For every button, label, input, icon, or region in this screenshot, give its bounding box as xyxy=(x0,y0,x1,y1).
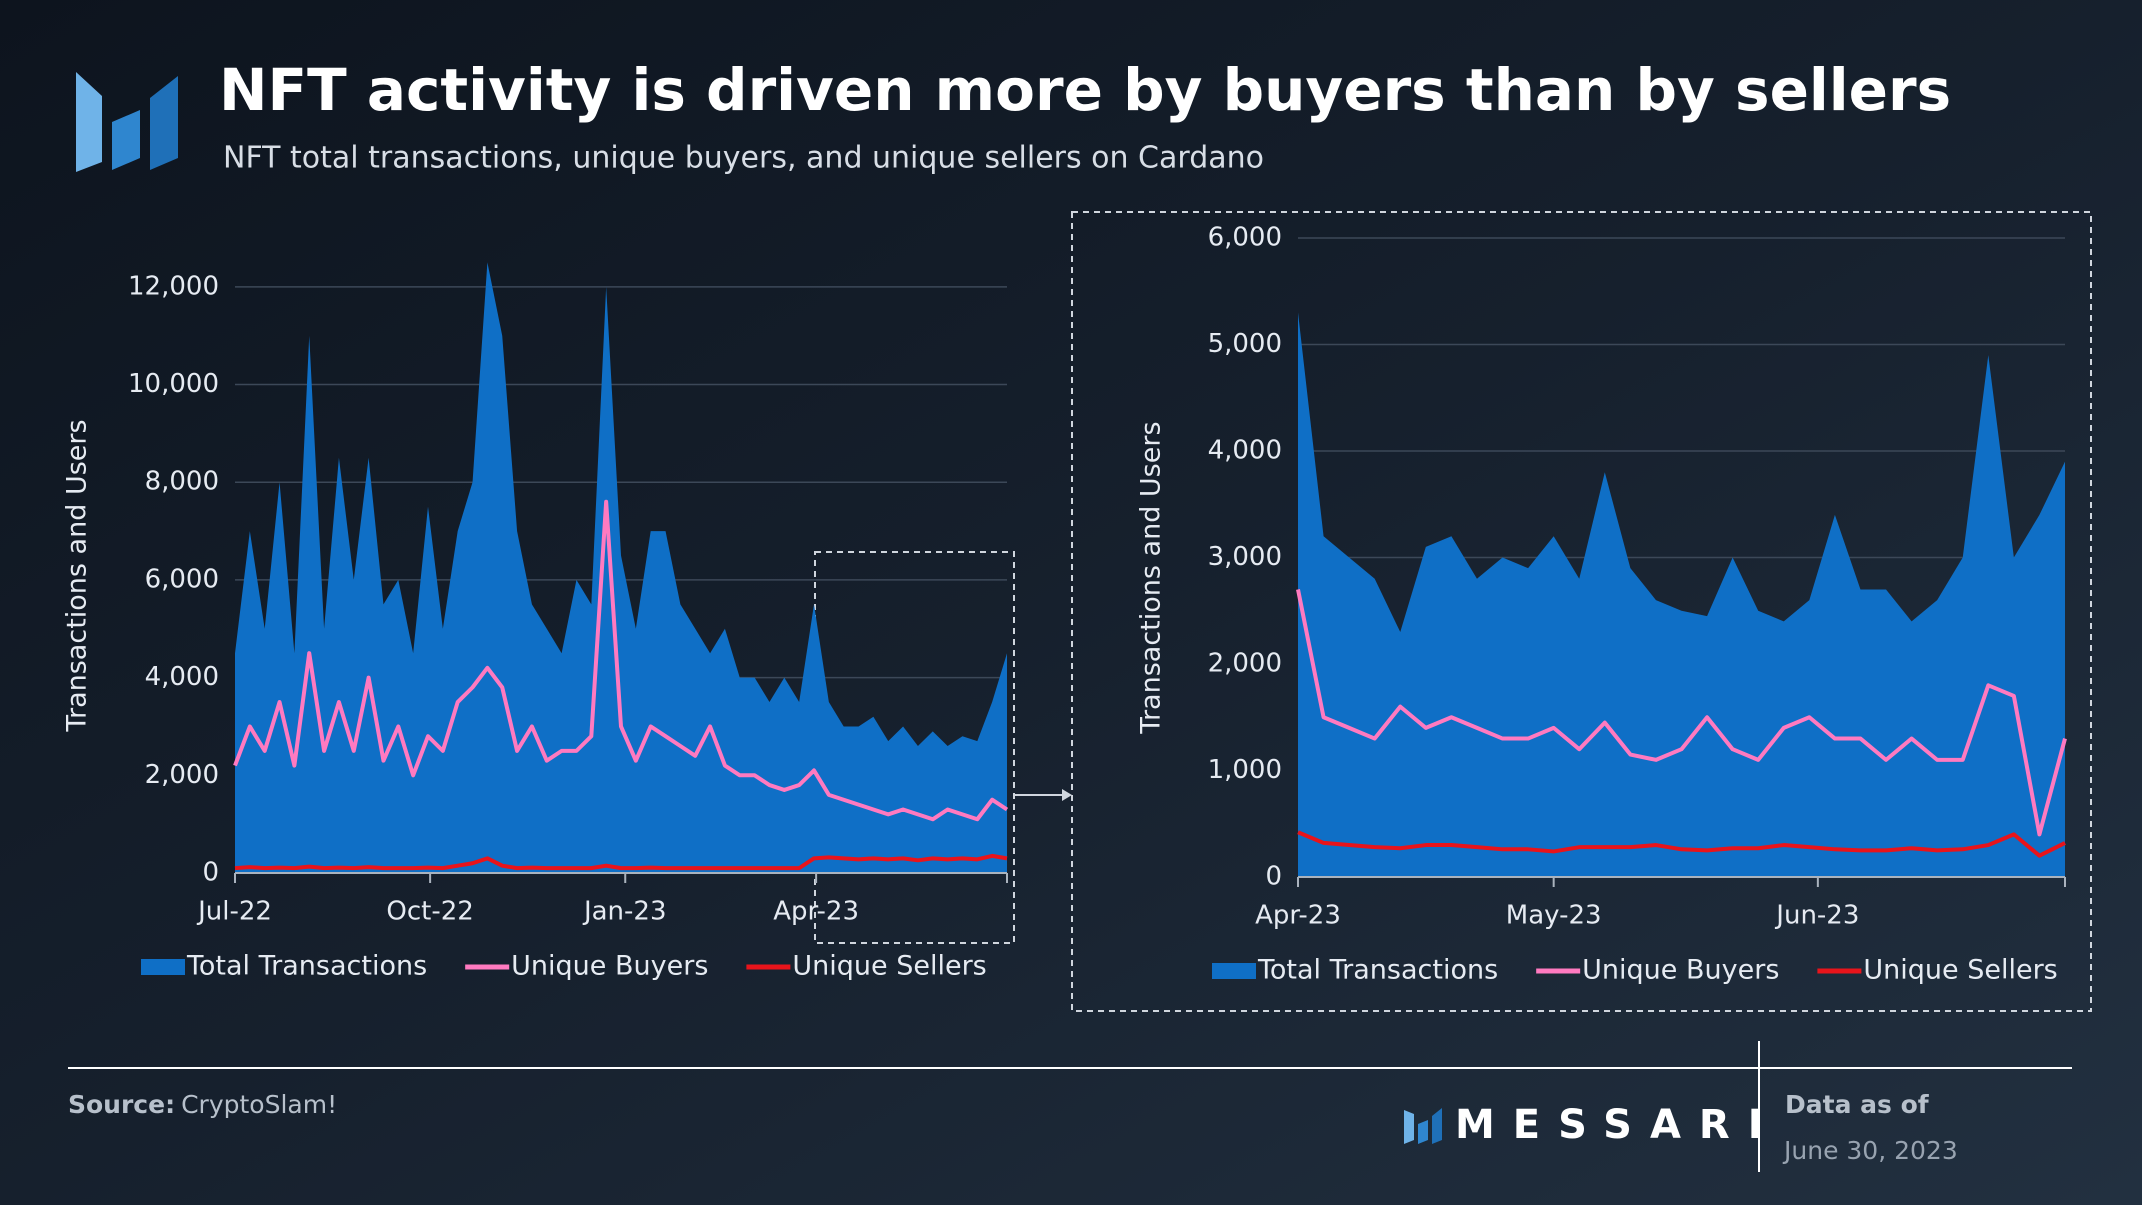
line xyxy=(233,499,1009,822)
legend-label: Unique Buyers xyxy=(1582,955,1779,986)
subtitle: NFT total transactions, unique buyers, a… xyxy=(223,141,1264,176)
x-tick-label: Jul-22 xyxy=(196,897,272,927)
x-tick-label: Apr-23 xyxy=(1255,901,1341,931)
line xyxy=(234,853,1008,871)
legend-label: Unique Sellers xyxy=(792,951,986,982)
y-axis-label: Transactions and Users xyxy=(62,419,93,732)
x-tick-label: Jan-23 xyxy=(582,897,667,927)
brand-logo xyxy=(1404,1108,1442,1144)
x-tick-label: Apr-23 xyxy=(773,897,859,927)
legend-swatch xyxy=(1212,963,1256,979)
area xyxy=(1298,312,2065,877)
legend-label: Total Transactions xyxy=(1257,955,1498,986)
y-tick-label: 2,000 xyxy=(1208,649,1282,679)
title: NFT activity is driven more by buyers th… xyxy=(219,56,1951,124)
source-label: Source: xyxy=(68,1090,175,1119)
y-tick-label: 4,000 xyxy=(1208,436,1282,466)
y-tick-label: 6,000 xyxy=(1208,223,1282,253)
zoom-arrowhead xyxy=(1062,789,1072,801)
x-tick-label: Jun-23 xyxy=(1774,901,1859,931)
line xyxy=(1297,830,2066,858)
legend-label: Unique Sellers xyxy=(1863,955,2057,986)
y-tick-label: 6,000 xyxy=(145,564,219,594)
x-tick-label: May-23 xyxy=(1506,901,1602,931)
y-tick-label: 8,000 xyxy=(145,467,219,497)
zoom-panel xyxy=(1071,211,2092,1012)
area xyxy=(235,262,1007,873)
legend-swatch xyxy=(141,959,185,975)
y-tick-label: 2,000 xyxy=(145,760,219,790)
y-tick-label: 0 xyxy=(1265,862,1282,892)
y-tick-label: 3,000 xyxy=(1208,542,1282,572)
legend-label: Unique Buyers xyxy=(511,951,708,982)
data-as-of-label: Data as of xyxy=(1785,1090,1930,1119)
source-name: CryptoSlam! xyxy=(181,1090,337,1119)
brand: MESSARI xyxy=(1455,1102,1781,1148)
line xyxy=(1296,589,2067,837)
y-tick-label: 1,000 xyxy=(1208,755,1282,785)
y-tick-label: 12,000 xyxy=(128,271,219,301)
y-tick-label: 5,000 xyxy=(1208,329,1282,359)
logo xyxy=(76,72,178,172)
x-tick-label: Oct-22 xyxy=(386,897,473,927)
y-tick-label: 0 xyxy=(202,858,219,888)
y-tick-label: 4,000 xyxy=(145,662,219,692)
y-axis-label: Transactions and Users xyxy=(1136,421,1167,734)
source: Source: CryptoSlam! xyxy=(68,1090,337,1119)
legend-label: Total Transactions xyxy=(186,951,427,982)
y-tick-label: 10,000 xyxy=(128,369,219,399)
data-as-of-date: June 30, 2023 xyxy=(1782,1136,1958,1165)
